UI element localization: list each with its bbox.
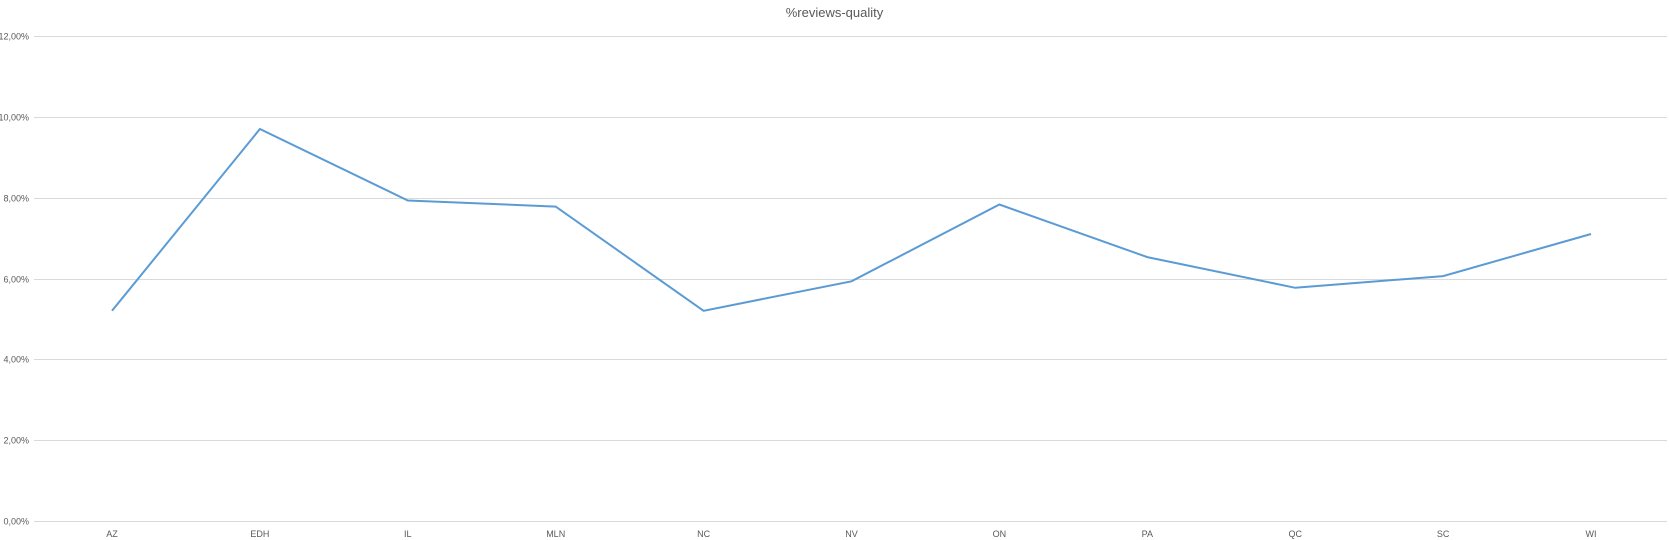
x-tick-label: MLN: [546, 529, 565, 539]
x-tick-label: ON: [993, 529, 1007, 539]
x-tick-label: NV: [845, 529, 858, 539]
y-tick-label: 0,00%: [3, 517, 29, 527]
y-tick-label: 2,00%: [3, 436, 29, 446]
series-layer: [111, 127, 1592, 312]
x-tick-label: NC: [697, 529, 710, 539]
y-tick-label: 12,00%: [0, 32, 29, 42]
chart-title: %reviews-quality: [786, 5, 884, 20]
x-tick-label: PA: [1142, 529, 1153, 539]
x-tick-label: SC: [1437, 529, 1450, 539]
gridlines: [34, 36, 1667, 522]
y-tick-label: 10,00%: [0, 113, 29, 123]
y-tick-label: 8,00%: [3, 194, 29, 204]
y-tick-label: 4,00%: [3, 355, 29, 365]
series-line: [111, 127, 1592, 312]
x-axis-tick-labels: AZ EDH IL MLN NC NV ON PA QC SC WI: [106, 529, 1596, 539]
x-tick-label: EDH: [250, 529, 269, 539]
x-tick-label: WI: [1586, 529, 1597, 539]
x-tick-label: QC: [1288, 529, 1302, 539]
y-tick-label: 6,00%: [3, 275, 29, 285]
x-tick-label: AZ: [106, 529, 118, 539]
y-axis-tick-labels: 0,00% 2,00% 4,00% 6,00% 8,00% 10,00% 12,00%: [0, 32, 29, 527]
x-tick-label: IL: [404, 529, 412, 539]
